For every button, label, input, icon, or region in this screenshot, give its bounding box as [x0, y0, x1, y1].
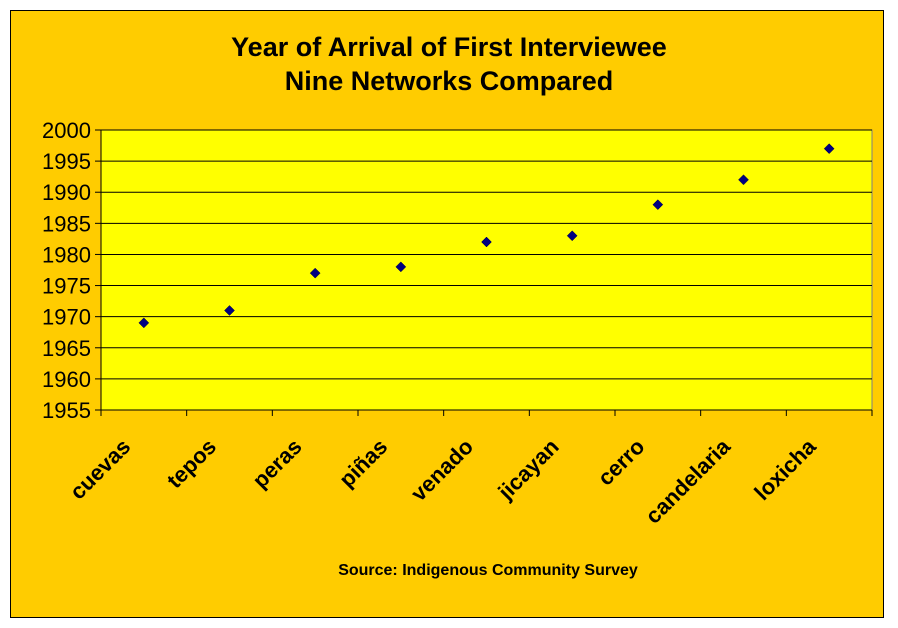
y-axis-ticks: 1955 1960 1965 1970 1975 1980 1985 1990 1995 2000: [42, 118, 101, 423]
data-point-candelaria: [738, 174, 749, 186]
data-point-tepos: [224, 305, 235, 316]
data-point-jicayan: [566, 230, 578, 242]
x-category-label-0: cuevas: [65, 434, 135, 504]
data-points: [138, 143, 835, 329]
plot-area: [100, 129, 873, 411]
x-category-label-5: jicayan: [493, 434, 564, 505]
y-tick-label-6: 1985: [42, 211, 91, 236]
x-category-label-7: candelaria: [640, 433, 735, 528]
y-tick-label-9: 2000: [42, 118, 91, 143]
chart-subtitle: Nine Networks Compared: [284, 66, 614, 96]
y-tick-label-2: 1965: [42, 336, 91, 361]
data-point-peras: [309, 267, 321, 279]
x-category-label-3: piñas: [334, 434, 392, 492]
chart-title: Year of Arrival of First Interviewee: [231, 32, 667, 62]
y-tick-label-5: 1980: [42, 242, 91, 267]
x-category-label-4: venado: [406, 434, 478, 506]
y-tick-label-3: 1970: [42, 305, 91, 330]
data-point-cuevas: [138, 317, 150, 329]
x-category-label-2: peras: [248, 434, 307, 493]
y-tick-label-0: 1955: [42, 398, 91, 423]
x-axis-ticks: cuevas tepos peras piñas venado jicayan cerroc…: [65, 410, 873, 528]
y-tick-label-7: 1990: [42, 180, 91, 205]
y-tick-label-4: 1975: [42, 274, 91, 299]
data-point-piñas: [395, 261, 407, 273]
x-category-label-1: tepos: [162, 434, 221, 493]
data-point-venado: [481, 236, 492, 248]
x-category-label-6: cerro: [593, 434, 650, 491]
chart-source-note: Source: Indigenous Community Survey: [338, 562, 638, 579]
y-tick-label-1: 1960: [42, 367, 91, 392]
axes: [100, 130, 872, 411]
chart-title-block: Year of Arrival of First Interviewee Nin…: [0, 30, 898, 98]
y-tick-label-8: 1995: [42, 149, 91, 174]
data-point-cerro: [652, 199, 664, 211]
data-point-loxicha: [823, 143, 835, 155]
x-category-label-8: loxicha: [749, 433, 821, 505]
